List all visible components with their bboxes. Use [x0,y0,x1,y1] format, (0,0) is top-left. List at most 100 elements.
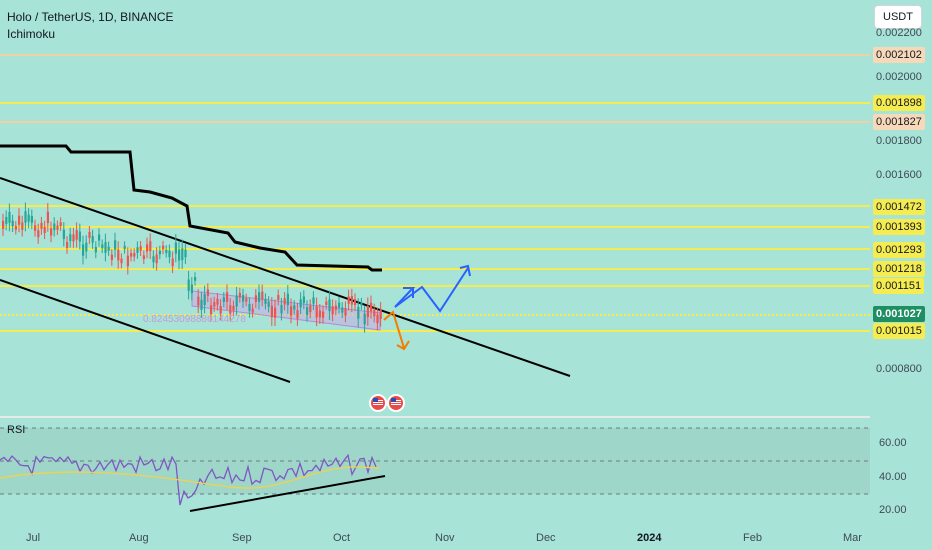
candle-body [379,309,382,320]
time-tick: Feb [743,532,762,544]
price-pane[interactable] [0,0,870,416]
ichimoku-baseline [0,144,382,272]
current-price-tag: 0.001027 [873,306,925,322]
candle-body [133,253,136,257]
candle-body [248,303,251,312]
price-tick: 0.001800 [876,135,922,147]
candle-body [168,250,171,258]
bearish-arrowhead [396,340,410,351]
price-level-tag: 0.001827 [873,114,925,130]
candle-body [238,292,241,298]
candle-body [146,244,149,252]
candle-body [78,231,81,242]
candle-body [357,306,360,319]
symbol-title[interactable]: Holo / TetherUS, 1D, BINANCE [7,10,174,24]
candle-body [85,242,88,252]
candle-body [274,307,277,318]
candle-body [62,229,65,239]
time-tick: Oct [333,532,351,544]
candle-body [187,279,190,291]
price-tick: 0.001600 [876,169,922,181]
candle-body [280,305,283,314]
candle-body [56,225,59,230]
time-tick: Mar [843,532,862,544]
candle-body [258,292,261,302]
time-tick: Aug [129,532,149,544]
candle-body [206,289,209,296]
candle-body [360,302,363,306]
candle-body [232,305,235,311]
price-level-tag: 0.001151 [873,278,925,294]
candle-body [235,295,238,307]
candle-body [347,296,350,304]
candle-body [363,313,366,325]
candle-body [142,255,145,260]
candle-body [245,298,248,302]
candle-body [123,245,126,250]
candle-body [21,222,24,230]
candle-body [194,277,197,281]
candle-body [344,308,347,316]
pane-divider[interactable] [0,416,932,418]
candle-body [155,254,158,264]
candle-body [59,222,62,227]
rsi-moving-average [0,466,381,489]
price-level-tag: 0.001393 [873,219,925,235]
bullish-path-arrow [394,267,469,313]
candle-body [302,296,305,303]
candle-body [75,230,78,240]
candle-body [27,214,30,222]
candle-body [251,308,254,313]
rsi-trendline [189,475,386,512]
candle-body [72,234,75,242]
candle-body [309,305,312,313]
bullish-path-arrow [394,287,416,308]
price-level-tag: 0.002102 [873,47,925,63]
channel-label: 0.82453098886144278 [143,314,246,325]
candle-body [126,255,129,267]
candle-body [328,299,331,312]
lower-trendline [0,279,291,383]
currency-button[interactable]: USDT [874,5,922,29]
time-tick: 2024 [637,532,662,544]
candle-body [325,301,328,305]
candle-body [203,294,206,305]
candle-body [312,297,315,304]
candle-body [376,314,379,324]
us-flag-event-icon[interactable] [369,394,387,412]
candle-body [216,298,219,305]
upper-trendline [0,177,571,377]
candle-body [114,240,117,250]
candle-body [299,299,302,308]
price-tick: 0.002200 [876,27,922,39]
candle-body [286,293,289,306]
candle-body [219,305,222,314]
candle-body [264,298,267,304]
us-flag-event-icon[interactable] [387,394,405,412]
price-tick: 0.000800 [876,363,922,375]
indicator-legend-ichimoku[interactable]: Ichimoku [7,27,56,41]
candle-body [267,301,270,307]
candle-body [322,311,325,318]
bullish-arrowhead [459,264,471,277]
candle-body [293,305,296,310]
candle-body [8,211,11,223]
candle-body [66,242,69,248]
candle-body [11,220,14,227]
candle-body [222,297,225,302]
candle-body [40,222,43,229]
candle-body [290,306,293,316]
bearish-path-arrow [383,310,405,349]
time-axis[interactable] [0,528,932,550]
candle-body [254,295,257,302]
candle-body [270,305,273,318]
time-tick: Jul [26,532,41,544]
candle-body [136,247,139,253]
indicator-legend-rsi[interactable]: RSI [7,424,26,436]
candle-body [107,246,110,251]
candle-body [178,249,181,261]
candle-body [296,310,299,319]
candle-body [98,234,101,241]
